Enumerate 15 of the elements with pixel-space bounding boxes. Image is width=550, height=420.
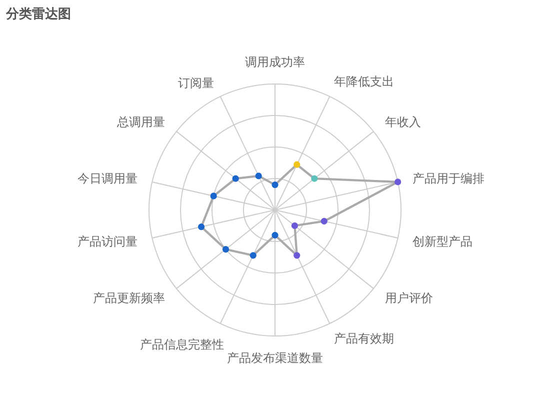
spoke-label: 用户评价 bbox=[385, 290, 434, 305]
spoke-label: 年降低支出 bbox=[334, 74, 394, 88]
chart-title: 分类雷达图 bbox=[5, 7, 71, 22]
spoke-label: 年收入 bbox=[385, 115, 422, 130]
spoke-label: 创新型产品 bbox=[412, 234, 472, 248]
spoke-label: 总调用量 bbox=[116, 115, 165, 130]
spoke-label: 产品信息完整性 bbox=[140, 338, 224, 352]
spoke-label: 订阅量 bbox=[178, 76, 214, 90]
spoke-label: 产品用于编排 bbox=[412, 172, 484, 186]
spoke-label: 今日调用量 bbox=[78, 172, 138, 186]
spoke-label: 产品发布渠道数量 bbox=[227, 351, 323, 365]
spoke-label: 调用成功率 bbox=[245, 55, 305, 69]
spoke-label: 产品访问量 bbox=[78, 234, 138, 248]
spoke-label: 产品有效期 bbox=[334, 332, 394, 346]
spoke-label: 产品更新频率 bbox=[92, 290, 165, 305]
